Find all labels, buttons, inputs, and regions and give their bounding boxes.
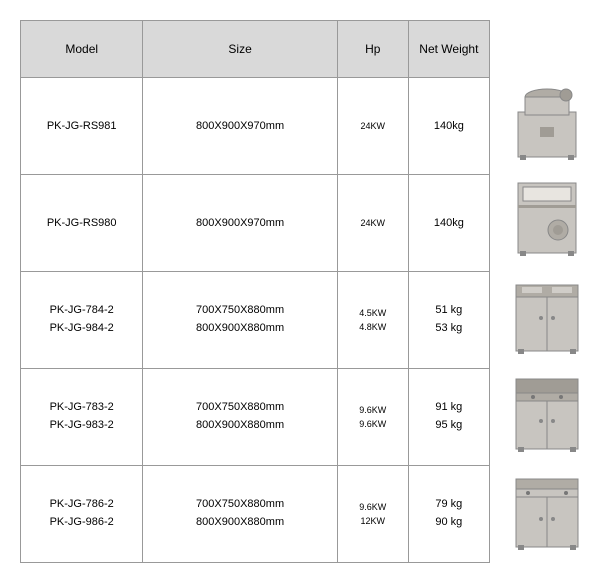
table-row: PK-JG-RS981 800X900X970mm 24KW 140kg	[21, 78, 490, 175]
weight-value: 95 kg	[413, 417, 485, 435]
size-value: 700X750X880mm	[147, 399, 332, 417]
hp-value: 9.6KW	[342, 403, 404, 417]
hp-value: 9.6KW	[342, 500, 404, 514]
model-value: PK-JG-984-2	[25, 320, 138, 338]
model-cell: PK-JG-RS981	[21, 78, 143, 175]
model-value: PK-JG-983-2	[25, 417, 138, 435]
size-value: 700X750X880mm	[147, 302, 332, 320]
size-value: 800X900X880mm	[147, 320, 332, 338]
header-model: Model	[21, 21, 143, 78]
griddle-cabinet-icon	[508, 371, 586, 456]
cabinet-range-icon	[508, 273, 586, 358]
model-value: PK-JG-786-2	[25, 496, 138, 514]
equipment-image	[502, 266, 592, 364]
model-value: PK-JG-783-2	[25, 399, 138, 417]
size-value: 800X900X880mm	[147, 417, 332, 435]
model-cell: PK-JG-783-2 PK-JG-983-2	[21, 369, 143, 466]
table-row: PK-JG-786-2 PK-JG-986-2 700X750X880mm 80…	[21, 466, 490, 563]
table-row: PK-JG-RS980 800X900X970mm 24KW 140kg	[21, 175, 490, 272]
hp-cell: 9.6KW 12KW	[337, 466, 408, 563]
size-cell: 700X750X880mm 800X900X880mm	[143, 369, 337, 466]
hp-value: 4.5KW	[342, 306, 404, 320]
equipment-image	[502, 462, 592, 560]
weight-value: 53 kg	[413, 320, 485, 338]
equipment-image	[502, 70, 592, 168]
table-row: PK-JG-783-2 PK-JG-983-2 700X750X880mm 80…	[21, 369, 490, 466]
hp-value: 9.6KW	[342, 417, 404, 431]
model-value: PK-JG-986-2	[25, 514, 138, 532]
model-cell: PK-JG-784-2 PK-JG-984-2	[21, 272, 143, 369]
size-cell: 800X900X970mm	[143, 78, 337, 175]
weight-cell: 91 kg 95 kg	[408, 369, 489, 466]
size-cell: 700X750X880mm 800X900X880mm	[143, 466, 337, 563]
weight-value: 91 kg	[413, 399, 485, 417]
header-weight: Net Weight	[408, 21, 489, 78]
model-value: PK-JG-784-2	[25, 302, 138, 320]
weight-cell: 140kg	[408, 78, 489, 175]
size-value: 700X750X880mm	[147, 496, 332, 514]
weight-cell: 79 kg 90 kg	[408, 466, 489, 563]
hp-cell: 4.5KW 4.8KW	[337, 272, 408, 369]
hp-cell: 24KW	[337, 78, 408, 175]
weight-cell: 51 kg 53 kg	[408, 272, 489, 369]
flat-top-cabinet-icon	[508, 469, 586, 554]
equipment-image	[502, 364, 592, 462]
boiling-pan-icon	[508, 77, 586, 162]
fryer-icon	[508, 175, 586, 260]
model-cell: PK-JG-786-2 PK-JG-986-2	[21, 466, 143, 563]
header-size: Size	[143, 21, 337, 78]
weight-value: 79 kg	[413, 496, 485, 514]
weight-cell: 140kg	[408, 175, 489, 272]
header-hp: Hp	[337, 21, 408, 78]
size-value: 800X900X880mm	[147, 514, 332, 532]
equipment-images-column	[502, 20, 592, 563]
weight-value: 90 kg	[413, 514, 485, 532]
size-cell: 800X900X970mm	[143, 175, 337, 272]
hp-cell: 9.6KW 9.6KW	[337, 369, 408, 466]
main-container: Model Size Hp Net Weight PK-JG-RS981 800…	[20, 20, 593, 563]
equipment-image	[502, 168, 592, 266]
hp-value: 4.8KW	[342, 320, 404, 334]
weight-value: 51 kg	[413, 302, 485, 320]
hp-value: 12KW	[342, 514, 404, 528]
hp-cell: 24KW	[337, 175, 408, 272]
table-row: PK-JG-784-2 PK-JG-984-2 700X750X880mm 80…	[21, 272, 490, 369]
size-cell: 700X750X880mm 800X900X880mm	[143, 272, 337, 369]
model-cell: PK-JG-RS980	[21, 175, 143, 272]
header-row: Model Size Hp Net Weight	[21, 21, 490, 78]
specs-table: Model Size Hp Net Weight PK-JG-RS981 800…	[20, 20, 490, 563]
